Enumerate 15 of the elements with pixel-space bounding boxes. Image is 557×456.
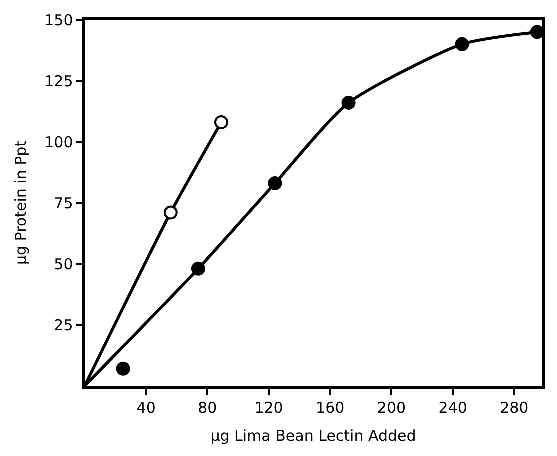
y-tick-label: 100: [44, 133, 74, 152]
x-tick-label: 40: [136, 398, 156, 417]
x-tick-label: 280: [500, 398, 529, 417]
y-axis-title: µg Protein in Ppt: [12, 140, 30, 266]
x-axis-title: µg Lima Bean Lectin Added: [210, 426, 416, 445]
x-tick-label: 240: [438, 398, 468, 417]
x-tick-label: 200: [377, 398, 406, 417]
x-tick-label: 160: [316, 398, 345, 417]
y-tick-label: 25: [54, 316, 74, 334]
y-tick-label: 150: [44, 11, 74, 30]
y-tick-label: 50: [54, 255, 74, 274]
x-tick-label: 80: [198, 398, 218, 417]
y-tick-label: 125: [44, 72, 74, 90]
x-tick-label: 120: [254, 398, 284, 417]
y-tick-label: 75: [54, 194, 74, 212]
